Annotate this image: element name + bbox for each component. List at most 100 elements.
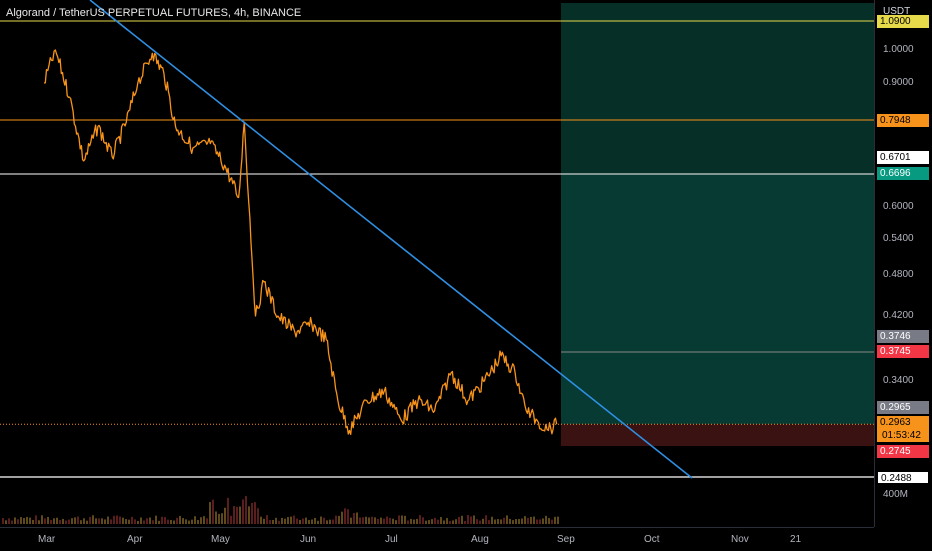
volume-bar	[524, 516, 526, 524]
volume-bar	[17, 519, 19, 524]
volume-bar	[239, 506, 241, 524]
volume-bar	[383, 518, 385, 524]
volume-bar	[431, 519, 433, 524]
volume-bar	[371, 516, 373, 524]
time-label: Aug	[471, 534, 489, 545]
volume-bar	[110, 519, 112, 524]
price-axis[interactable]: USDT 1.0000 0.9000 0.6000 0.5400 0.4800 …	[874, 0, 932, 527]
volume-bar	[404, 515, 406, 524]
volume-bar	[314, 517, 316, 524]
time-label: May	[211, 534, 230, 545]
volume-bar	[473, 515, 475, 524]
volume-bar	[509, 518, 511, 524]
volume-bar	[377, 518, 379, 524]
volume-bar	[194, 516, 196, 524]
volume-bar	[341, 511, 343, 524]
chart-area[interactable]: Algorand / TetherUS PERPETUAL FUTURES, 4…	[0, 0, 874, 527]
volume-bar	[203, 516, 205, 524]
time-label: Oct	[644, 534, 660, 545]
time-label: 21	[790, 534, 802, 545]
bar-countdown: 01:53:42	[877, 429, 929, 442]
volume-bar	[386, 516, 388, 524]
volume-bar	[107, 516, 109, 524]
volume-bar	[527, 517, 529, 524]
volume-bar	[140, 517, 142, 524]
volume-bar	[161, 516, 163, 524]
volume-bar	[503, 517, 505, 524]
volume-bar	[461, 515, 463, 524]
volume-bar	[443, 520, 445, 524]
volume-bar	[116, 515, 118, 524]
volume-bar	[536, 519, 538, 524]
volume-bar	[350, 517, 352, 524]
time-axis[interactable]: Mar Apr May Jun Jul Aug Sep Oct Nov 21	[0, 527, 874, 551]
volume-bar	[305, 517, 307, 524]
volume-bar	[455, 519, 457, 524]
chart-title: Algorand / TetherUS PERPETUAL FUTURES, 4…	[6, 7, 302, 19]
current-price-tag: 0.2963	[877, 416, 929, 429]
volume-bar	[353, 512, 355, 524]
volume-bar	[209, 502, 211, 524]
volume-bar	[533, 516, 535, 524]
volume-bar	[530, 516, 532, 524]
time-label: Sep	[557, 534, 575, 545]
volume-bar	[68, 519, 70, 524]
volume-bar	[287, 517, 289, 524]
volume-bar	[233, 506, 235, 524]
volume-bar	[113, 515, 115, 524]
volume-bar	[230, 515, 232, 524]
volume-bar	[296, 518, 298, 524]
price-tick: 0.4200	[883, 310, 914, 321]
volume-bar	[125, 519, 127, 524]
profit-zone-inner	[561, 175, 874, 424]
volume-bar	[515, 519, 517, 524]
volume-bar	[35, 515, 37, 524]
volume-bar	[236, 506, 238, 524]
volume-bar	[59, 520, 61, 524]
volume-bar	[395, 520, 397, 524]
volume-bar	[335, 515, 337, 524]
trendline	[89, 0, 693, 479]
volume-bar	[302, 518, 304, 524]
volume-bar	[158, 520, 160, 524]
volume-bar	[413, 519, 415, 524]
volume-bar	[77, 516, 79, 524]
time-label: Jun	[300, 534, 317, 545]
volume-bar	[374, 517, 376, 524]
volume-bar	[401, 515, 403, 524]
volume-bar	[197, 520, 199, 524]
volume-bar	[488, 520, 490, 524]
volume-bar	[317, 520, 319, 524]
volume-bar	[104, 519, 106, 524]
volume-bar	[74, 517, 76, 524]
price-tick: 0.9000	[883, 77, 914, 88]
volume-bar	[170, 519, 172, 524]
volume-bar	[191, 519, 193, 524]
volume-bar	[53, 518, 55, 524]
volume-bar	[200, 517, 202, 524]
level-tag-yellow: 1.0900	[877, 15, 929, 28]
volume-bar	[548, 518, 550, 524]
price-tick: 0.6000	[883, 201, 914, 212]
volume-bar	[407, 520, 409, 524]
volume-bar	[182, 518, 184, 524]
volume-bar	[323, 517, 325, 524]
volume-bar	[332, 519, 334, 524]
volume-bar	[521, 518, 523, 524]
volume-bar	[365, 516, 367, 524]
volume-bar	[512, 520, 514, 524]
volume-bar	[467, 515, 469, 524]
volume-bar	[47, 516, 49, 524]
volume-bar	[173, 520, 175, 524]
volume-bar	[62, 518, 64, 524]
volume-bar	[224, 507, 226, 524]
volume-bar	[392, 518, 394, 524]
volume-bar	[389, 517, 391, 524]
volume-bar	[206, 518, 208, 524]
volume-bar	[362, 517, 364, 524]
volume-bar	[308, 520, 310, 524]
price-chart[interactable]	[0, 0, 874, 527]
volume-bar	[311, 519, 313, 524]
volume-bar	[56, 517, 58, 524]
volume-bar	[32, 519, 34, 524]
